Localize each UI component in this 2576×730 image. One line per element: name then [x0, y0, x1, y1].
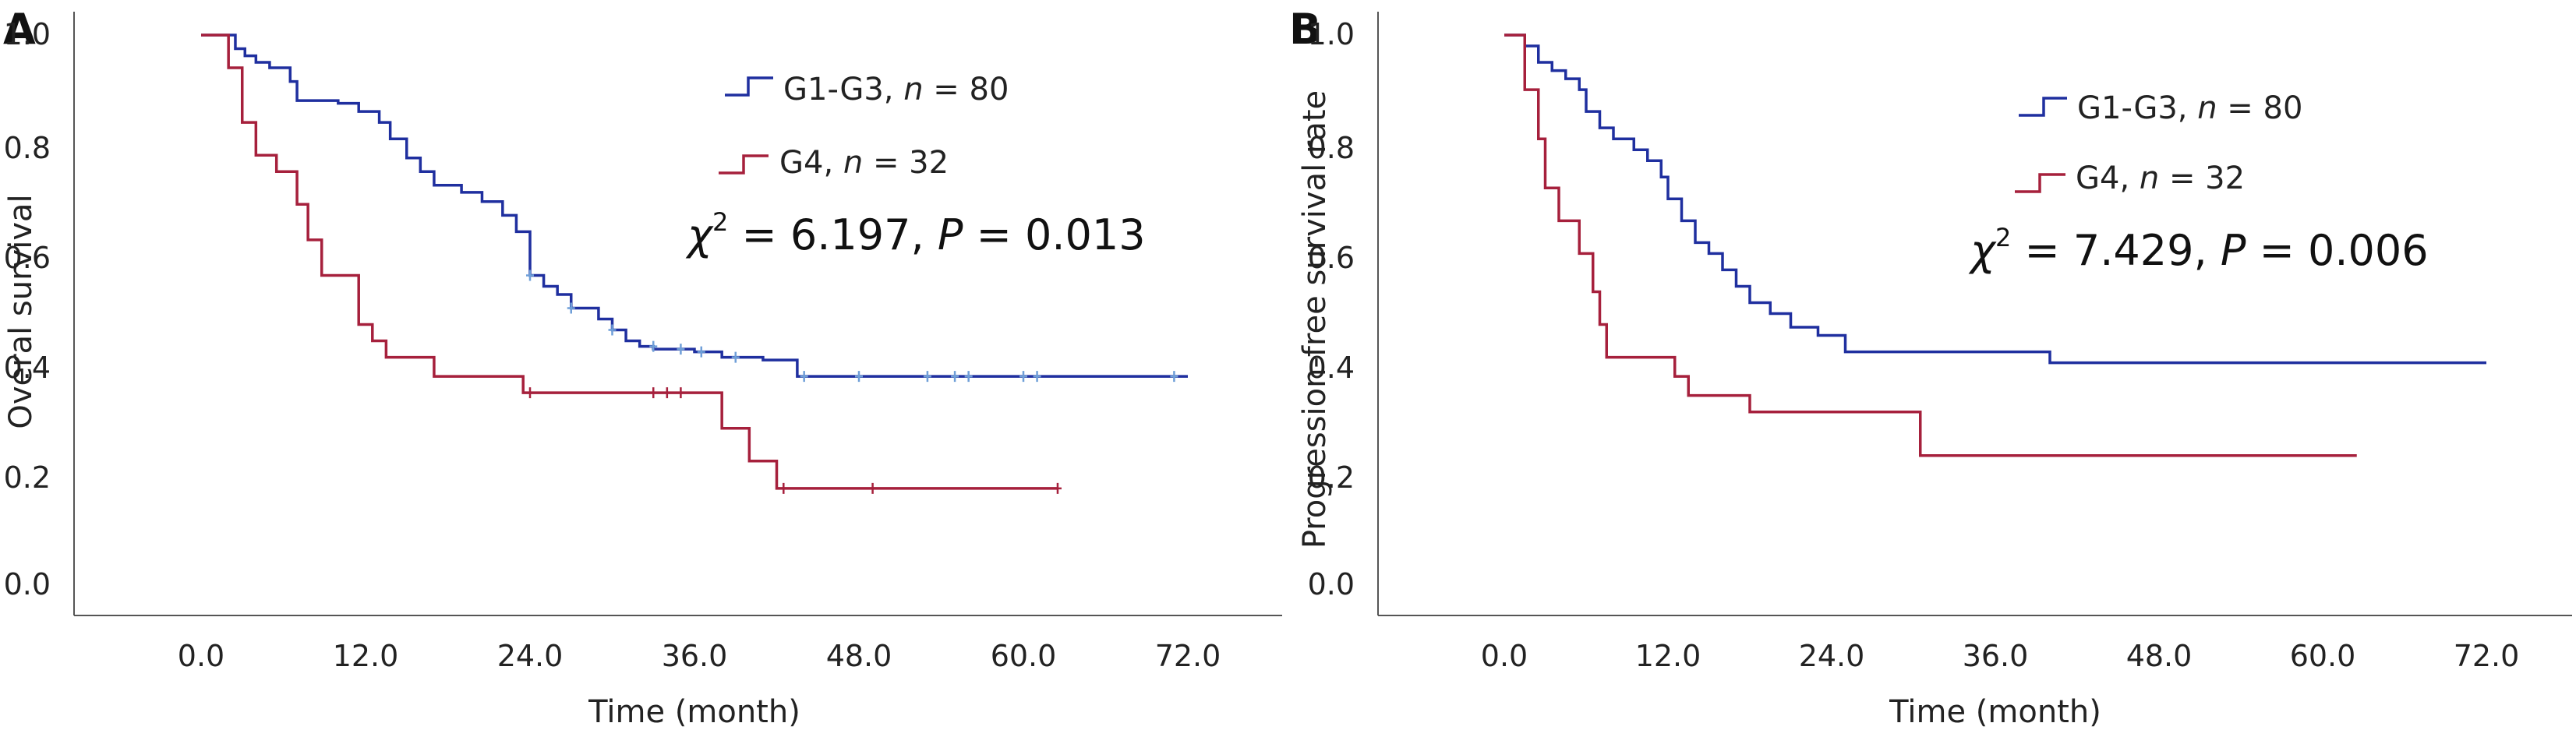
panel-a-censor-mark-g4: [663, 387, 671, 399]
panel-b-curve-g1g3: [1504, 34, 2486, 365]
panel-a-x-tick: 12.0: [333, 639, 399, 673]
panel-b-legend: G1-G3, n = 80 G4, n = 32: [2015, 90, 2302, 196]
panel-a-y-tick: 0.6: [4, 241, 51, 275]
panel-a-x-tick: 36.0: [662, 639, 728, 673]
panel-a-censor-mark-g1g3: [1019, 371, 1027, 383]
panel-b-y-tick: 0.0: [1308, 567, 1355, 601]
panel-a-legend-swatch-g1g3: [725, 76, 773, 97]
panel-b-x-tick: 24.0: [1799, 639, 1865, 673]
panel-b-y-tick: 0.8: [1308, 131, 1355, 165]
panel-a-censor-mark-g1g3: [855, 371, 863, 383]
panel-a-y-tick: 0.8: [4, 131, 51, 165]
panel-a-x-tick: 48.0: [826, 639, 892, 673]
panel-a-y-tick: 0.2: [4, 460, 51, 495]
panel-b-legend-swatch-g1g3: [2019, 97, 2067, 117]
panel-b-chart: B 1.0 0.8 0.6 0.4 0.2 0.0 0.0 12.0 24.0 …: [1289, 5, 2572, 730]
panel-a-letter: A: [3, 5, 36, 54]
panel-a-censor-mark-g1g3: [649, 340, 658, 352]
panel-b-y-tick: 0.2: [1308, 460, 1355, 495]
panel-b-y-axis-label: Progression-free survival rate: [1297, 90, 1333, 548]
panel-a-y-tick: 0.4: [4, 351, 51, 385]
panel-a-x-axis-label: Time (month): [588, 694, 800, 730]
panel-b-legend-swatch-g4: [2015, 173, 2065, 193]
panel-a-censor-mark-g4: [779, 482, 788, 494]
panel-b-legend-label-g1g3: G1-G3, n = 80: [2077, 90, 2302, 126]
panel-a-statistic-annotation: χ2 = 6.197, P = 0.013: [685, 207, 1146, 259]
panel-b-x-tick: 60.0: [2290, 639, 2356, 673]
panel-b-y-tick: 1.0: [1308, 17, 1355, 51]
panel-b-y-tick: 0.6: [1308, 241, 1355, 275]
panel-a-censor-mark-g4: [868, 482, 877, 494]
panel-a-censor-mark-g4: [677, 387, 685, 399]
panel-a-censor-mark-g1g3: [951, 371, 959, 383]
panel-b-x-tick: 12.0: [1635, 639, 1701, 673]
panel-a-legend: G1-G3, n = 80 G4, n = 32: [719, 72, 1009, 181]
panel-a-censor-mark-g1g3: [526, 270, 534, 281]
panel-a-censor-mark-g1g3: [697, 346, 705, 358]
panel-a-censor-mark-g1g3: [1033, 371, 1041, 383]
panel-a-legend-label-g1g3: G1-G3, n = 80: [783, 72, 1009, 108]
panel-a-censor-mark-g4: [1053, 482, 1062, 494]
panel-a-x-tick: 72.0: [1155, 639, 1221, 673]
panel-a-censor-mark-g4: [649, 387, 658, 399]
panel-b-x-tick: 72.0: [2454, 639, 2520, 673]
panel-b-legend-label-g4: G4, n = 32: [2076, 160, 2245, 196]
panel-b-x-tick: 48.0: [2126, 639, 2193, 673]
panel-a-censor-mark-g1g3: [567, 302, 575, 314]
panel-a-x-tick: 0.0: [178, 639, 224, 673]
panel-a-legend-label-g4: G4, n = 32: [779, 145, 949, 181]
panel-a-curve-g1g3: [201, 34, 1188, 378]
panel-b-x-tick: 0.0: [1481, 639, 1528, 673]
panel-b-curve-g4: [1504, 34, 2357, 457]
panel-a-censor-mark-g1g3: [677, 344, 685, 355]
panel-a-censor-mark-g1g3: [731, 351, 740, 363]
panel-b-y-tick: 0.4: [1308, 351, 1355, 385]
panel-b-x-tick: 36.0: [1963, 639, 2029, 673]
panel-a-censor-mark-g1g3: [800, 371, 808, 383]
panel-a-curve-g4: [201, 34, 1058, 490]
panel-b-plot-area: [1504, 34, 2486, 457]
panel-a-x-tick: 24.0: [497, 639, 564, 673]
panel-a-censor-mark-g1g3: [964, 371, 973, 383]
panel-b-x-axis-label: Time (month): [1889, 694, 2101, 730]
panel-a-censor-mark-g1g3: [923, 371, 931, 383]
panel-b-letter: B: [1289, 5, 1321, 54]
panel-a-censor-mark-g1g3: [1170, 371, 1178, 383]
panel-a-y-tick: 0.0: [4, 567, 51, 601]
panel-a-chart: A 1.0 0.8 0.6 0.4 0.2 0.0 0.0 12.0 24.0 …: [3, 5, 1282, 730]
panel-a-censor-mark-g4: [526, 387, 534, 399]
panel-a-x-tick: 60.0: [991, 639, 1057, 673]
panel-a-legend-swatch-g4: [719, 154, 769, 175]
panel-b-statistic-annotation: χ2 = 7.429, P = 0.006: [1968, 223, 2429, 275]
panel-a-y-axis-label: Overal survival: [3, 194, 39, 428]
panel-a-censor-mark-g1g3: [608, 324, 617, 336]
panel-a-y-tick: 1.0: [4, 17, 51, 51]
panel-a-plot-area: [201, 34, 1188, 494]
